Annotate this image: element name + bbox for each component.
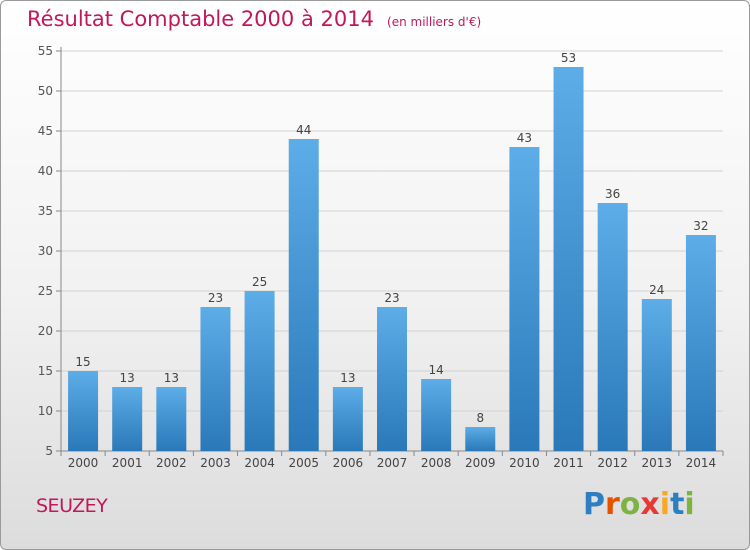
- logo-letter: P: [583, 487, 605, 522]
- y-tick-label: 35: [38, 204, 53, 218]
- data-labels: 15 13 13 23 25 44 13 23 14 8 43 53 36 24 32: [75, 51, 708, 425]
- x-tick-label: 2014: [686, 456, 717, 470]
- x-tick-label: 2003: [200, 456, 231, 470]
- bar-2001: [112, 387, 143, 451]
- bar-2005: [288, 139, 319, 451]
- data-label-2010: 43: [517, 131, 532, 145]
- bar-2000: [68, 371, 99, 451]
- data-label-2009: 8: [476, 411, 484, 425]
- data-label-2006: 13: [340, 371, 355, 385]
- x-tick-label: 2009: [465, 456, 496, 470]
- y-tick-label: 25: [38, 284, 53, 298]
- logo-letter: x: [640, 487, 660, 522]
- data-label-2002: 13: [164, 371, 179, 385]
- x-tick-labels: 2000 2001 2002 2003 2004 2005 2006 2007 2008 2009…: [68, 456, 716, 470]
- x-tick-label: 2006: [333, 456, 364, 470]
- data-label-2005: 44: [296, 123, 311, 137]
- bar-2012: [597, 203, 628, 451]
- y-tick-label: 50: [38, 84, 53, 98]
- x-tick-label: 2002: [156, 456, 187, 470]
- bar-2007: [377, 307, 407, 451]
- data-label-2011: 53: [561, 51, 576, 65]
- bar-2013: [641, 299, 672, 451]
- data-label-2000: 15: [75, 355, 90, 369]
- x-tick-label: 2004: [244, 456, 275, 470]
- y-tick-label: 15: [38, 364, 53, 378]
- bar-2011: [553, 67, 584, 451]
- x-tick-label: 2005: [288, 456, 319, 470]
- data-label-2007: 23: [384, 291, 399, 305]
- x-tick-label: 2001: [112, 456, 143, 470]
- data-label-2008: 14: [428, 363, 443, 377]
- x-tick-label: 2013: [642, 456, 673, 470]
- data-label-2013: 24: [649, 283, 664, 297]
- x-tick-label: 2007: [377, 456, 408, 470]
- title-row: Résultat Comptable 2000 à 2014 (en milli…: [27, 7, 481, 31]
- x-tick-label: 2008: [421, 456, 452, 470]
- chart-subtitle: (en milliers d'€): [387, 15, 482, 29]
- bar-2009: [465, 427, 496, 451]
- y-tick-label: 30: [38, 244, 53, 258]
- data-label-2012: 36: [605, 187, 620, 201]
- y-tick-label: 55: [38, 44, 53, 58]
- y-tick-label: 40: [38, 164, 53, 178]
- x-tick-label: 2010: [509, 456, 540, 470]
- bar-2004: [244, 291, 275, 451]
- bars: [68, 67, 716, 451]
- y-tick-label: 5: [45, 444, 53, 458]
- proxiti-logo[interactable]: Proxiti: [583, 487, 695, 522]
- data-label-2014: 32: [693, 219, 708, 233]
- bar-2008: [421, 379, 452, 451]
- bar-2014: [685, 235, 716, 451]
- bar-2010: [509, 147, 540, 451]
- y-tick-label: 20: [38, 324, 53, 338]
- data-label-2003: 23: [208, 291, 223, 305]
- y-tick-labels: 5 10 15 20 25 30 35 40 45 50 55: [38, 44, 53, 458]
- y-tick-label: 45: [38, 124, 53, 138]
- bar-2002: [156, 387, 187, 451]
- y-tick-label: 10: [38, 404, 53, 418]
- logo-letter: o: [619, 487, 641, 522]
- logo-letter: i: [684, 487, 695, 522]
- data-label-2004: 25: [252, 275, 267, 289]
- logo-letter: r: [605, 487, 620, 522]
- chart-title: Résultat Comptable 2000 à 2014: [27, 7, 374, 31]
- logo-letter: i: [659, 487, 671, 522]
- logo-letter: t: [670, 487, 685, 522]
- x-tick-label: 2012: [597, 456, 628, 470]
- x-tick-label: 2011: [553, 456, 584, 470]
- bar-2006: [332, 387, 363, 451]
- x-tick-label: 2000: [68, 456, 99, 470]
- town-name: SEUZEY: [36, 495, 108, 517]
- data-label-2001: 13: [120, 371, 135, 385]
- bar-2003: [200, 307, 231, 451]
